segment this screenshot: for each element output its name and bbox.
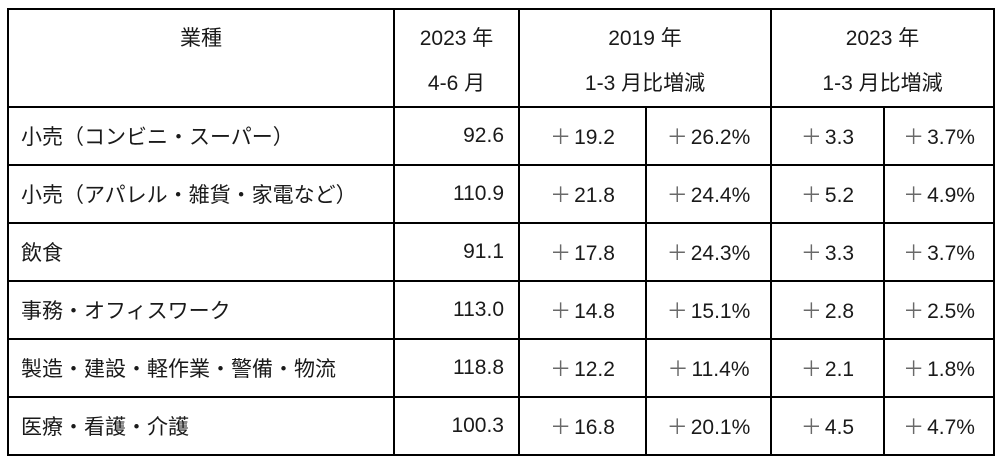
diff-value: 5.2 (824, 184, 855, 207)
avg-2023-q2-cell: 118.8 (393, 338, 520, 398)
avg-2023-q2-cell: 110.9 (393, 164, 520, 224)
header-2023-q2: 2023 年 4-6 月 (393, 8, 520, 108)
diff-value: 17.8 (574, 242, 615, 265)
plus-sign: ＋ (903, 416, 925, 439)
diff-value: 14.8 (574, 300, 615, 323)
plus-sign: ＋ (666, 416, 688, 439)
table-row: 製造・建設・軽作業・警備・物流 118.8 ＋ 12.2 ＋ 11.4% ＋ 2.1 … (7, 338, 995, 398)
pct-value: 1.8% (927, 358, 975, 381)
plus-sign: ＋ (800, 416, 822, 439)
table-body: 小売（コンビニ・スーパー） 92.6 ＋ 19.2 ＋ 26.2% ＋ 3.3 ＋ 3.… (7, 106, 995, 456)
vs2019-diff-cell: ＋ 14.8 (518, 280, 647, 340)
vs2019-diff-cell: ＋ 21.8 (518, 164, 647, 224)
pct-value: 15.1% (690, 300, 751, 323)
plus-sign: ＋ (666, 300, 688, 323)
plus-sign: ＋ (550, 358, 572, 381)
plus-sign: ＋ (903, 184, 925, 207)
plus-sign: ＋ (800, 358, 822, 381)
header-vs-2023-q1: 2023 年 1-3 月比増減 (770, 8, 995, 108)
pct-value: 3.7% (927, 126, 975, 149)
diff-value: 21.8 (574, 184, 615, 207)
pct-value: 4.7% (927, 416, 975, 439)
vs2023-pct-cell: ＋ 4.7% (883, 396, 995, 456)
plus-sign: ＋ (550, 416, 572, 439)
table-row: 飲食 91.1 ＋ 17.8 ＋ 24.3% ＋ 3.3 ＋ 3.7% (7, 222, 995, 282)
diff-value: 12.2 (574, 358, 615, 381)
pct-value: 24.4% (690, 184, 751, 207)
vs2019-pct-cell: ＋ 11.4% (645, 338, 772, 398)
pct-value: 26.2% (690, 126, 751, 149)
vs2019-pct-cell: ＋ 24.3% (645, 222, 772, 282)
industry-cell: 小売（アパレル・雑貨・家電など） (7, 164, 395, 224)
table-row: 小売（アパレル・雑貨・家電など） 110.9 ＋ 21.8 ＋ 24.4% ＋ 5.2… (7, 164, 995, 224)
plus-sign: ＋ (550, 242, 572, 265)
plus-sign: ＋ (666, 126, 688, 149)
header-vs-2019-q1: 2019 年 1-3 月比増減 (518, 8, 772, 108)
pct-value: 2.5% (927, 300, 975, 323)
vs2019-pct-cell: ＋ 26.2% (645, 106, 772, 166)
table-row: 事務・オフィスワーク 113.0 ＋ 14.8 ＋ 15.1% ＋ 2.8 ＋ 2.5% (7, 280, 995, 340)
plus-sign: ＋ (550, 184, 572, 207)
vs2023-diff-cell: ＋ 2.8 (770, 280, 885, 340)
vs2023-pct-cell: ＋ 1.8% (883, 338, 995, 398)
diff-value: 2.1 (824, 358, 855, 381)
vs2019-diff-cell: ＋ 12.2 (518, 338, 647, 398)
plus-sign: ＋ (800, 126, 822, 149)
vs2019-diff-cell: ＋ 19.2 (518, 106, 647, 166)
diff-value: 3.3 (824, 242, 855, 265)
plus-sign: ＋ (903, 300, 925, 323)
table-row: 小売（コンビニ・スーパー） 92.6 ＋ 19.2 ＋ 26.2% ＋ 3.3 ＋ 3.… (7, 106, 995, 166)
pct-value: 4.9% (927, 184, 975, 207)
avg-2023-q2-cell: 113.0 (393, 280, 520, 340)
plus-sign: ＋ (903, 242, 925, 265)
plus-sign: ＋ (800, 184, 822, 207)
pct-value: 20.1% (690, 416, 751, 439)
plus-sign: ＋ (800, 300, 822, 323)
plus-sign: ＋ (666, 184, 688, 207)
pct-value: 24.3% (690, 242, 751, 265)
avg-2023-q2-cell: 100.3 (393, 396, 520, 456)
pct-value: 11.4% (691, 358, 750, 381)
diff-value: 4.5 (824, 416, 855, 439)
vs2023-diff-cell: ＋ 2.1 (770, 338, 885, 398)
vs2023-pct-cell: ＋ 2.5% (883, 280, 995, 340)
diff-value: 16.8 (574, 416, 615, 439)
vs2019-pct-cell: ＋ 20.1% (645, 396, 772, 456)
table-row: 医療・看護・介護 100.3 ＋ 16.8 ＋ 20.1% ＋ 4.5 ＋ 4.7% (7, 396, 995, 456)
vs2023-diff-cell: ＋ 5.2 (770, 164, 885, 224)
plus-sign: ＋ (550, 300, 572, 323)
vs2019-pct-cell: ＋ 15.1% (645, 280, 772, 340)
plus-sign: ＋ (666, 242, 688, 265)
plus-sign: ＋ (903, 126, 925, 149)
vs2023-pct-cell: ＋ 4.9% (883, 164, 995, 224)
plus-sign: ＋ (800, 242, 822, 265)
diff-value: 19.2 (574, 126, 615, 149)
table-header: 業種 2023 年 4-6 月 2019 年 1-3 月比増減 2023 年 1… (7, 8, 995, 108)
diff-value: 3.3 (824, 126, 855, 149)
header-industry: 業種 (7, 8, 395, 108)
vs2023-diff-cell: ＋ 4.5 (770, 396, 885, 456)
vs2019-diff-cell: ＋ 16.8 (518, 396, 647, 456)
vs2019-diff-cell: ＋ 17.8 (518, 222, 647, 282)
plus-sign: ＋ (667, 358, 689, 381)
avg-2023-q2-cell: 91.1 (393, 222, 520, 282)
industry-cell: 製造・建設・軽作業・警備・物流 (7, 338, 395, 398)
industry-cell: 事務・オフィスワーク (7, 280, 395, 340)
plus-sign: ＋ (903, 358, 925, 381)
avg-2023-q2-cell: 92.6 (393, 106, 520, 166)
plus-sign: ＋ (550, 126, 572, 149)
header-row: 業種 2023 年 4-6 月 2019 年 1-3 月比増減 2023 年 1… (7, 8, 995, 108)
industry-cell: 医療・看護・介護 (7, 396, 395, 456)
vs2019-pct-cell: ＋ 24.4% (645, 164, 772, 224)
pct-value: 3.7% (927, 242, 975, 265)
diff-value: 2.8 (824, 300, 855, 323)
industry-hourly-wage-table: 業種 2023 年 4-6 月 2019 年 1-3 月比増減 2023 年 1… (7, 8, 995, 456)
vs2023-pct-cell: ＋ 3.7% (883, 106, 995, 166)
vs2023-pct-cell: ＋ 3.7% (883, 222, 995, 282)
vs2023-diff-cell: ＋ 3.3 (770, 106, 885, 166)
industry-cell: 小売（コンビニ・スーパー） (7, 106, 395, 166)
vs2023-diff-cell: ＋ 3.3 (770, 222, 885, 282)
industry-cell: 飲食 (7, 222, 395, 282)
